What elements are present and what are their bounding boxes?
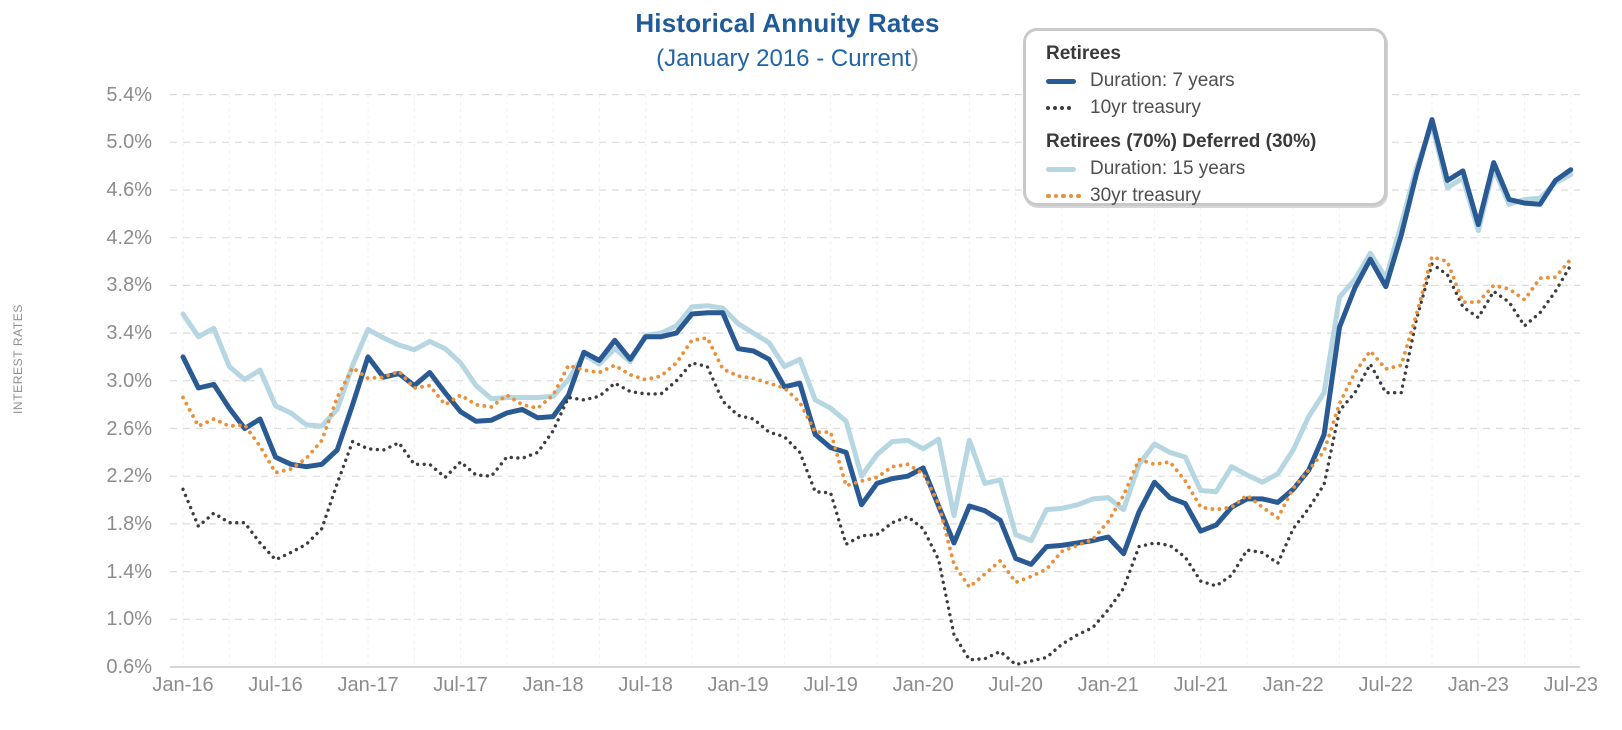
x-tick-label: Jul-23 [1543, 674, 1599, 696]
y-tick-label: 1.0% [106, 608, 152, 631]
y-tick-label: 2.2% [106, 465, 152, 488]
y-tick-label: 0.6% [106, 656, 152, 678]
y-axis-title: INTEREST RATES [11, 304, 25, 414]
x-tick-label: Jan-17 [337, 674, 399, 696]
series-line-30yr-treasury [181, 254, 1573, 589]
y-tick-label: 5.4% [106, 83, 152, 106]
x-tick-label: Jan-16 [152, 674, 214, 696]
x-tick-label: Jan-20 [892, 674, 954, 696]
y-tick-label: 3.8% [106, 274, 152, 297]
y-tick-label: 3.0% [106, 369, 152, 392]
y-tick-label: 3.4% [106, 322, 152, 345]
page-title: Historical Annuity Rates [635, 8, 940, 38]
y-tick-label: 4.6% [106, 179, 152, 201]
legend-group-header: Retirees (70%) Deferred (30%) [1046, 131, 1317, 152]
dotted-line-swatch [1046, 193, 1081, 199]
legend-item-label: 30yr treasury [1090, 185, 1201, 206]
dotted-line-swatch [1046, 106, 1078, 110]
x-tick-label: Jan-21 [1077, 674, 1139, 696]
series-line-duration-15-years [180, 121, 1574, 544]
legend-item: Duration: 15 years [1046, 158, 1370, 180]
x-tick-label: Jul-21 [1173, 674, 1228, 696]
y-tick-label: 1.4% [106, 560, 152, 583]
y-tick-label: 5.0% [106, 131, 152, 154]
chart-header: Historical Annuity Rates (January 2016 -… [480, 8, 1095, 73]
legend-item-label: Duration: 7 years [1090, 70, 1235, 91]
subtitle-paren: ) [910, 45, 919, 72]
legend-item-label: 10yr treasury [1090, 97, 1201, 118]
solid-line-swatch [1046, 166, 1078, 172]
y-tick-label: 4.2% [106, 226, 152, 249]
legend-box: Retirees Duration: 7 years 10yr treasury Re… [1023, 28, 1387, 206]
legend-item-label: Duration: 15 years [1090, 158, 1246, 179]
legend-item: 10yr treasury [1046, 97, 1370, 119]
x-tick-label: Jul-16 [248, 674, 303, 696]
page-subtitle: (January 2016 - Current) [656, 45, 919, 72]
legend-group-header: Retirees [1046, 43, 1121, 64]
x-tick-label: Jan-19 [707, 674, 769, 696]
y-tick-label: 2.6% [106, 417, 152, 440]
x-tick-label: Jul-19 [803, 674, 858, 696]
x-tick-label: Jan-18 [522, 674, 584, 696]
x-tick-label: Jul-22 [1358, 674, 1413, 696]
y-tick-label: 1.8% [106, 512, 152, 535]
legend-item: 30yr treasury [1046, 185, 1370, 207]
x-tick-label: Jan-22 [1262, 674, 1324, 696]
legend-item: Duration: 7 years [1046, 70, 1370, 92]
series-line-duration-7-years [180, 117, 1574, 567]
x-tick-label: Jul-17 [433, 674, 488, 696]
solid-line-swatch [1046, 78, 1078, 84]
series-line-10yr-treasury [181, 262, 1573, 667]
x-tick-label: Jan-23 [1447, 674, 1509, 696]
x-tick-label: Jul-20 [988, 674, 1043, 696]
x-tick-label: Jul-18 [618, 674, 673, 696]
